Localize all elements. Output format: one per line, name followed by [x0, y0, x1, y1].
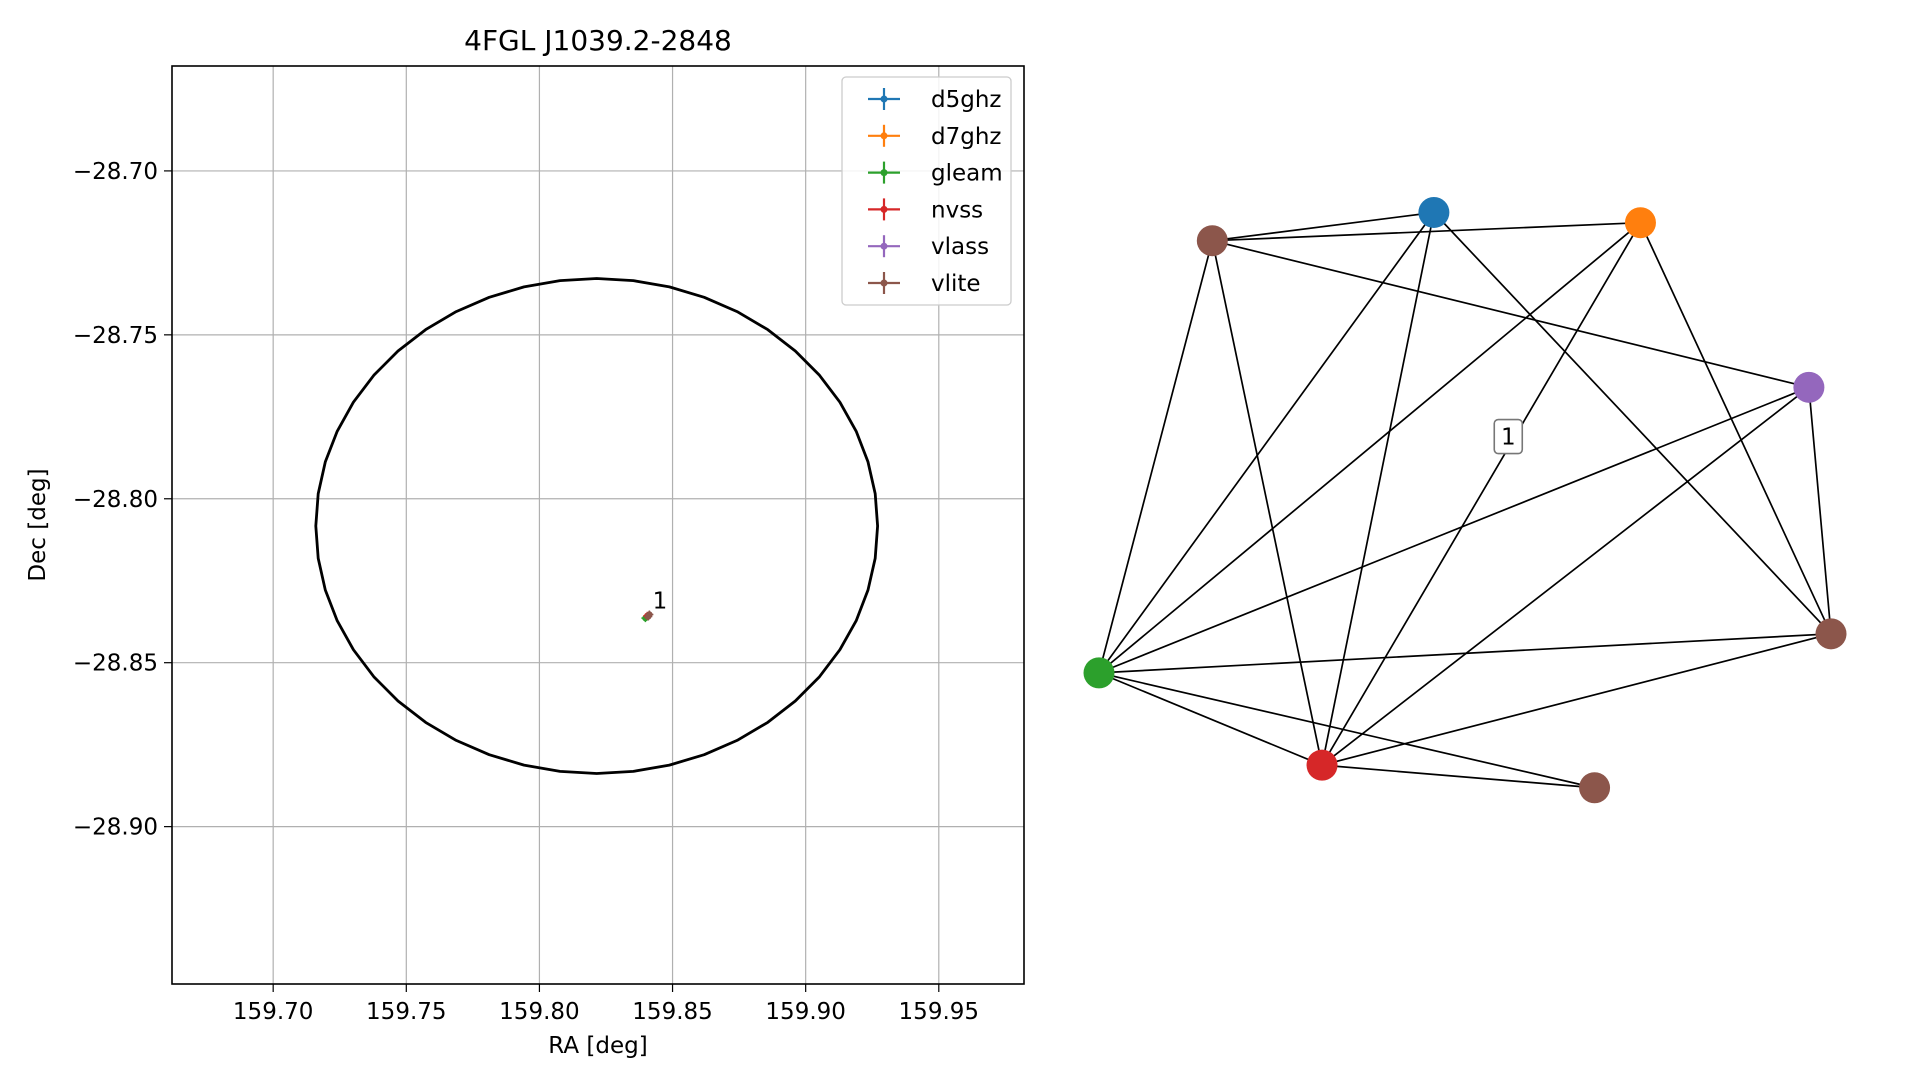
- graph-edge: [1321, 386, 1810, 766]
- graph-edge: [1433, 211, 1832, 635]
- legend-swatch-marker: [880, 279, 888, 287]
- graph-edge: [1098, 672, 1595, 789]
- legend-swatch-marker: [880, 169, 888, 177]
- graph-edges: [1098, 211, 1832, 789]
- graph-edge: [1321, 632, 1832, 766]
- graph-edge: [1808, 387, 1832, 634]
- graph-edge: [1212, 211, 1434, 242]
- plot-frame: [171, 65, 1025, 985]
- graph-edge: [1098, 632, 1832, 674]
- graph-edge: [1098, 222, 1642, 674]
- x-tick-label: 159.75: [366, 999, 446, 1025]
- legend-entry-vlite: vlite: [868, 271, 981, 297]
- graph-edge: [1098, 240, 1214, 674]
- legend-label: gleam: [931, 161, 1003, 187]
- graph-node-vlite_c: [1579, 772, 1611, 804]
- graph-node-vlass: [1793, 371, 1825, 403]
- y-tick-label: −28.70: [73, 159, 158, 185]
- y-tick-label: −28.85: [73, 651, 158, 677]
- graph-cluster-label-text: 1: [1501, 425, 1516, 451]
- association-graph-panel: 1: [1083, 196, 1847, 804]
- source-point-vlite: [644, 612, 653, 621]
- x-tick-label: 159.70: [233, 999, 313, 1025]
- chart-title: 4FGL J1039.2-2848: [464, 24, 732, 57]
- legend-entry-vlass: vlass: [868, 234, 989, 260]
- cluster-label: 1: [653, 589, 668, 615]
- legend-swatch-marker: [880, 205, 888, 213]
- legend-label: vlite: [931, 271, 981, 297]
- graph-edge: [1321, 764, 1595, 789]
- graph-cluster-label-box: [1493, 418, 1524, 455]
- graph-node-d5ghz: [1418, 196, 1450, 228]
- graph-node-gleam: [1083, 657, 1115, 689]
- legend-entry-nvss: nvss: [868, 197, 983, 223]
- x-tick-label: 159.90: [765, 999, 845, 1025]
- localization-ellipse: [314, 277, 879, 775]
- y-axis-label: Dec [deg]: [25, 468, 51, 581]
- graph-edge: [1098, 211, 1435, 674]
- y-tick-label: −28.75: [73, 323, 158, 349]
- source-points: [641, 610, 654, 623]
- x-axis-ticks: 159.70 159.75 159.80 159.85 159.90 159.95: [233, 984, 979, 1025]
- legend-label: vlass: [931, 234, 989, 260]
- sky-position-panel: 4FGL J1039.2-2848 1 159.70 159.75 159.80 15…: [25, 24, 1025, 1059]
- graph-nodes: [1083, 196, 1847, 804]
- legend-swatch-marker: [880, 242, 888, 250]
- x-tick-label: 159.80: [499, 999, 579, 1025]
- graph-edge: [1211, 240, 1323, 766]
- x-tick-label: 159.95: [899, 999, 979, 1025]
- graph-edge: [1098, 672, 1323, 766]
- x-tick-label: 159.85: [632, 999, 712, 1025]
- legend-entry-gleam: gleam: [868, 161, 1003, 187]
- legend-label: d7ghz: [931, 124, 1001, 150]
- y-tick-label: −28.90: [73, 815, 158, 841]
- graph-node-vlite_b: [1815, 618, 1847, 650]
- graph-edge: [1639, 222, 1832, 635]
- legend-swatch-marker: [880, 95, 888, 103]
- y-tick-label: −28.80: [73, 487, 158, 513]
- x-axis-label: RA [deg]: [548, 1033, 647, 1059]
- graph-node-vlite_a: [1196, 225, 1228, 257]
- legend-label: nvss: [931, 197, 983, 223]
- legend-swatch-marker: [880, 132, 888, 140]
- graph-cluster-label: 1: [1493, 418, 1524, 455]
- graph-node-nvss: [1306, 749, 1338, 781]
- localization-ellipse-outline: [314, 277, 879, 775]
- legend-entry-d5ghz: d5ghz: [868, 87, 1001, 113]
- graph-edge: [1212, 221, 1641, 242]
- graph-edge: [1098, 386, 1810, 674]
- legend-label: d5ghz: [931, 87, 1001, 113]
- graph-edge: [1212, 239, 1810, 389]
- y-axis-ticks: −28.70 −28.75 −28.80 −28.85 −28.90: [73, 159, 172, 841]
- graph-node-d7ghz: [1624, 207, 1656, 239]
- legend-entry-d7ghz: d7ghz: [868, 124, 1001, 150]
- graph-edge: [1321, 212, 1435, 766]
- legend: d5ghz d7ghz gleam nvss vlass vlite: [841, 76, 1012, 306]
- graph-edge: [1321, 222, 1642, 766]
